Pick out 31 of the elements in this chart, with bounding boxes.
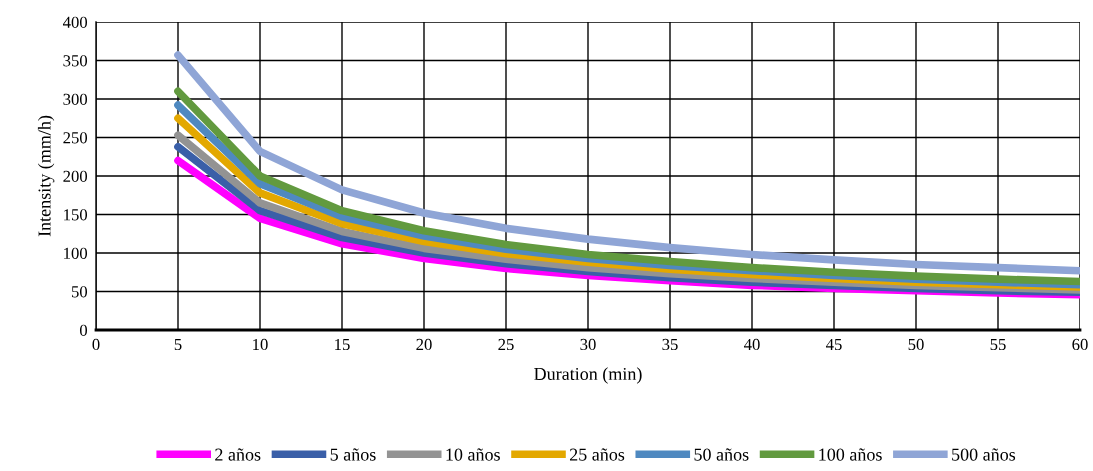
y-tick-label: 250 (63, 132, 88, 144)
y-tick-label: 50 (71, 286, 88, 298)
x-axis-title: Duration (min) (534, 367, 642, 384)
y-tick-label: 350 (63, 55, 88, 67)
legend-label: 25 años (569, 448, 625, 461)
y-axis-title: Intensity (mm/h) (37, 115, 55, 237)
y-tick-label: 0 (79, 324, 88, 336)
legend-label: 5 años (330, 448, 376, 461)
y-tick-label: 300 (63, 93, 88, 105)
x-tick-label: 15 (335, 338, 350, 351)
x-tick-label: 20 (416, 338, 432, 351)
legend-label: 500 años (952, 448, 1016, 461)
x-tick-label: 50 (908, 338, 924, 351)
y-tick-label: 200 (63, 170, 88, 182)
x-tick-label: 5 (174, 338, 182, 351)
x-tick-label: 45 (825, 338, 842, 351)
x-tick-label: 25 (498, 338, 514, 351)
x-tick-label: 10 (253, 338, 268, 351)
y-tick-label: 150 (64, 209, 88, 221)
legend-label: 2 años (215, 448, 261, 461)
legend-label: 10 años (446, 448, 500, 461)
y-tick-label: 400 (62, 16, 88, 28)
x-tick-label: 30 (580, 338, 596, 351)
x-tick-label: 35 (662, 338, 678, 351)
y-tick-label: 100 (64, 247, 88, 259)
x-tick-label: 0 (92, 338, 100, 351)
x-tick-label: 60 (1072, 338, 1088, 351)
x-tick-label: 40 (743, 338, 760, 351)
x-tick-label: 55 (990, 338, 1006, 351)
legend-label: 50 años (694, 448, 749, 461)
legend-label: 100 años (819, 448, 882, 461)
